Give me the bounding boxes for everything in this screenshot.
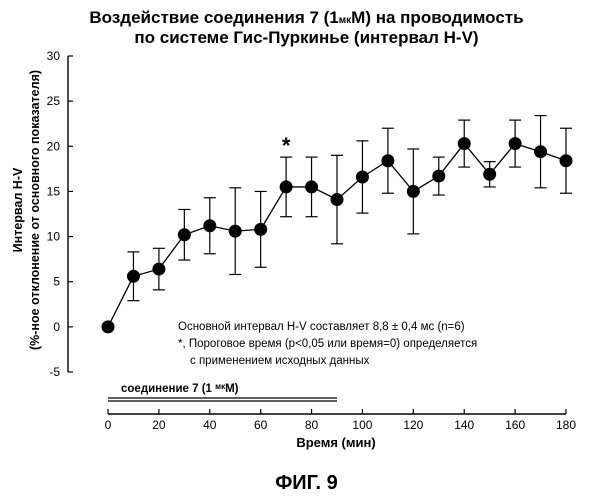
y-tick-label: 0: [53, 320, 60, 334]
data-point: [381, 154, 394, 167]
data-point: [280, 180, 293, 193]
x-tick-label: 140: [454, 418, 474, 432]
axes: -5 0 5 10 15 20 25 30 0 20 40 60 80 100 120 140 160 180: [47, 49, 577, 432]
data-point: [127, 270, 140, 283]
x-tick-label: 100: [352, 418, 372, 432]
data-point: [560, 154, 573, 167]
x-tick-label: 80: [305, 418, 319, 432]
data-point: [305, 180, 318, 193]
treatment-label: соединение 7 (1 мкМ): [121, 382, 239, 395]
data-point: [356, 170, 369, 183]
data-point: [178, 228, 191, 241]
data-point: [102, 320, 115, 333]
treatment-label-part1: соединение 7 (1: [121, 383, 215, 395]
note-line1: Основной интервал H-V составляет 8,8 ± 0…: [178, 321, 465, 333]
data-point: [458, 137, 471, 150]
note-line2: *, Пороговое время (p<0,05 или время=0) …: [178, 338, 477, 350]
data-point: [432, 170, 445, 183]
data-point: [407, 185, 420, 198]
data-point: [483, 168, 496, 181]
x-axis-label: Время (мин): [296, 435, 375, 450]
x-tick-label: 60: [254, 418, 268, 432]
y-axis-label-line1: Интервал H-V: [11, 167, 25, 252]
y-tick-label: 10: [47, 230, 61, 244]
data-point: [229, 225, 242, 238]
note-line3: с применением исходных данных: [190, 355, 370, 367]
data-point: [254, 223, 267, 236]
x-tick-label: 120: [403, 418, 423, 432]
data-point: [534, 145, 547, 158]
data-point: [509, 137, 522, 150]
x-tick-label: 0: [105, 418, 112, 432]
significance-star: *: [282, 133, 291, 158]
chart: -5 0 5 10 15 20 25 30 0 20 40 60 80 100 120 140 160 180 *…: [0, 0, 613, 470]
figure-label: ФИГ. 9: [0, 472, 613, 495]
treatment-label-part2: М): [225, 383, 239, 395]
x-tick-label: 40: [203, 418, 217, 432]
y-tick-label: 25: [47, 94, 61, 108]
x-tick-label: 160: [505, 418, 525, 432]
x-tick-label: 180: [556, 418, 576, 432]
y-tick-label: 30: [47, 49, 61, 63]
treatment-bar: [108, 398, 337, 401]
data-point: [203, 219, 216, 232]
data-marks: *: [102, 116, 573, 334]
y-tick-label: 5: [53, 275, 60, 289]
x-tick-label: 20: [152, 418, 166, 432]
data-point: [331, 193, 344, 206]
data-point: [152, 263, 165, 276]
y-tick-label: 20: [47, 139, 61, 153]
y-axis-label-line2: (%-ное отклонение от основного показател…: [28, 70, 42, 350]
y-tick-label: -5: [49, 365, 60, 379]
y-tick-label: 15: [47, 184, 61, 198]
